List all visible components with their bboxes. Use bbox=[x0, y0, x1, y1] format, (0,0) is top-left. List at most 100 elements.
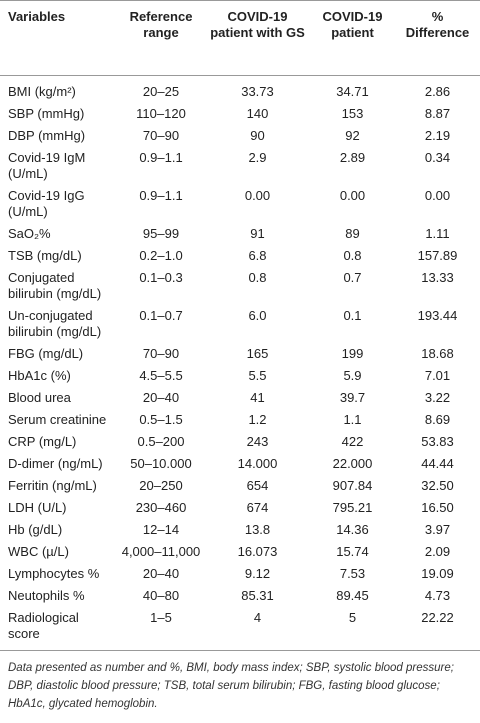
table-row: HbA1c (%) 4.5–5.5 5.5 5.9 7.01 bbox=[0, 365, 480, 387]
table-cell: 39.7 bbox=[339, 390, 366, 405]
table-cell: 654 bbox=[246, 478, 269, 493]
table-cell: 0.5–200 bbox=[137, 434, 185, 449]
table-cell: 0.2–1.0 bbox=[139, 248, 183, 263]
table-cell: 15.74 bbox=[336, 544, 369, 559]
row-label: CRP (mg/L) bbox=[8, 434, 77, 449]
row-label: Radiological score bbox=[8, 610, 79, 641]
row-label: FBG (mg/dL) bbox=[8, 346, 84, 361]
table-row: BMI (kg/m²) 20–25 33.73 34.71 2.86 bbox=[0, 76, 480, 104]
table-cell: 1.11 bbox=[425, 226, 450, 241]
table-cell: 0.9–1.1 bbox=[139, 150, 183, 165]
table-cell: 1.1 bbox=[343, 412, 362, 427]
table-cell: 674 bbox=[246, 500, 269, 515]
table-cell: 16.50 bbox=[421, 500, 454, 515]
table-note: Data presented as number and %, BMI, bod… bbox=[8, 662, 454, 710]
table-cell: 0.34 bbox=[424, 150, 451, 165]
table-cell: 795.21 bbox=[332, 500, 373, 515]
table-cell: 2.89 bbox=[339, 150, 366, 165]
table-cell: 12–14 bbox=[142, 522, 180, 537]
row-label: D-dimer (ng/mL) bbox=[8, 456, 103, 471]
table-row: TSB (mg/dL) 0.2–1.0 6.8 0.8 157.89 bbox=[0, 245, 480, 267]
table-cell: 165 bbox=[246, 346, 269, 361]
table-cell: 70–90 bbox=[142, 346, 180, 361]
table-cell: 0.9–1.1 bbox=[139, 188, 183, 203]
table-cell: 8.87 bbox=[424, 106, 451, 121]
table-cell: 90 bbox=[250, 128, 265, 143]
table-cell: 32.50 bbox=[421, 478, 454, 493]
table-cell: 0.00 bbox=[339, 188, 366, 203]
table-cell: 2.9 bbox=[248, 150, 267, 165]
table-cell: 20–40 bbox=[142, 390, 180, 405]
table-cell: 89 bbox=[345, 226, 360, 241]
table-cell: 0.1–0.7 bbox=[139, 308, 183, 323]
table-cell: 140 bbox=[246, 106, 269, 121]
table-cell: 243 bbox=[246, 434, 269, 449]
row-label: LDH (U/L) bbox=[8, 500, 67, 515]
table-row: Neutophils % 40–80 85.31 89.45 4.73 bbox=[0, 585, 480, 607]
table-row: SaO₂% 95–99 91 89 1.11 bbox=[0, 223, 480, 245]
table-cell: 14.000 bbox=[237, 456, 278, 471]
table-cell: 53.83 bbox=[421, 434, 454, 449]
row-label: Covid-19 IgG (U/mL) bbox=[8, 188, 85, 219]
table-cell: 0.8 bbox=[343, 248, 362, 263]
table-cell: 2.19 bbox=[424, 128, 451, 143]
header-cell: % Difference bbox=[405, 9, 470, 40]
table-cell: 153 bbox=[341, 106, 364, 121]
table-cell: 91 bbox=[250, 226, 265, 241]
table-body: BMI (kg/m²) 20–25 33.73 34.71 2.86 SBP (mmHg)… bbox=[0, 76, 480, 651]
table-row: LDH (U/L) 230–460 674 795.21 16.50 bbox=[0, 497, 480, 519]
table-cell: 9.12 bbox=[244, 566, 271, 581]
table-cell: 1.2 bbox=[248, 412, 267, 427]
table-cell: 5.9 bbox=[343, 368, 362, 383]
table-cell: 2.86 bbox=[424, 84, 451, 99]
table-cell: 3.97 bbox=[424, 522, 451, 537]
header-cell: COVID-19 patient with GS bbox=[210, 9, 305, 40]
table-row: Radiological score 1–5 4 5 22.22 bbox=[0, 607, 480, 651]
table-cell: 6.0 bbox=[248, 308, 267, 323]
table-row: D-dimer (ng/mL) 50–10.000 14.000 22.000 44.4… bbox=[0, 453, 480, 475]
row-label: Un-conjugated bilirubin (mg/dL) bbox=[8, 308, 102, 339]
table-cell: 20–40 bbox=[142, 566, 180, 581]
row-label: SaO₂% bbox=[8, 226, 51, 241]
table-cell: 0.7 bbox=[343, 270, 362, 285]
table-cell: 18.68 bbox=[421, 346, 454, 361]
header-cell: COVID-19 patient bbox=[322, 9, 383, 40]
table-row: Lymphocytes % 20–40 9.12 7.53 19.09 bbox=[0, 563, 480, 585]
table-cell: 85.31 bbox=[241, 588, 274, 603]
table-cell: 110–120 bbox=[136, 106, 186, 121]
row-label: BMI (kg/m²) bbox=[8, 84, 76, 99]
table-row: Covid-19 IgG (U/mL) 0.9–1.1 0.00 0.00 0.00 bbox=[0, 185, 480, 223]
table-cell: 19.09 bbox=[421, 566, 454, 581]
table-row: Blood urea 20–40 41 39.7 3.22 bbox=[0, 387, 480, 409]
table-cell: 0.00 bbox=[244, 188, 271, 203]
row-label: SBP (mmHg) bbox=[8, 106, 85, 121]
row-label: WBC (µ/L) bbox=[8, 544, 69, 559]
table-cell: 422 bbox=[341, 434, 364, 449]
table-row: CRP (mg/L) 0.5–200 243 422 53.83 bbox=[0, 431, 480, 453]
row-label: Hb (g/dL) bbox=[8, 522, 63, 537]
table-cell: 0.8 bbox=[248, 270, 267, 285]
table-cell: 50–10.000 bbox=[130, 456, 192, 471]
table-cell: 95–99 bbox=[142, 226, 180, 241]
table-cell: 20–25 bbox=[142, 84, 180, 99]
header-cell: Variables bbox=[8, 9, 66, 24]
row-label: Blood urea bbox=[8, 390, 71, 405]
row-label: Covid-19 IgM (U/mL) bbox=[8, 150, 86, 181]
table-header: Variables Reference range COVID-19 patient… bbox=[0, 0, 480, 76]
table-cell: 4.5–5.5 bbox=[139, 368, 183, 383]
table-cell: 44.44 bbox=[421, 456, 454, 471]
table-cell: 34.71 bbox=[336, 84, 369, 99]
table-row: Covid-19 IgM (U/mL) 0.9–1.1 2.9 2.89 0.34 bbox=[0, 147, 480, 185]
table-cell: 193.44 bbox=[417, 308, 458, 323]
table-cell: 13.33 bbox=[421, 270, 454, 285]
table-cell: 5 bbox=[348, 610, 357, 625]
table-cell: 92 bbox=[345, 128, 360, 143]
table-cell: 22.22 bbox=[421, 610, 454, 625]
table-cell: 3.22 bbox=[424, 390, 451, 405]
table-cell: 2.09 bbox=[424, 544, 451, 559]
table-row: DBP (mmHg) 70–90 90 92 2.19 bbox=[0, 125, 480, 147]
table-cell: 157.89 bbox=[417, 248, 458, 263]
table-cell: 4 bbox=[253, 610, 262, 625]
table-cell: 8.69 bbox=[424, 412, 451, 427]
